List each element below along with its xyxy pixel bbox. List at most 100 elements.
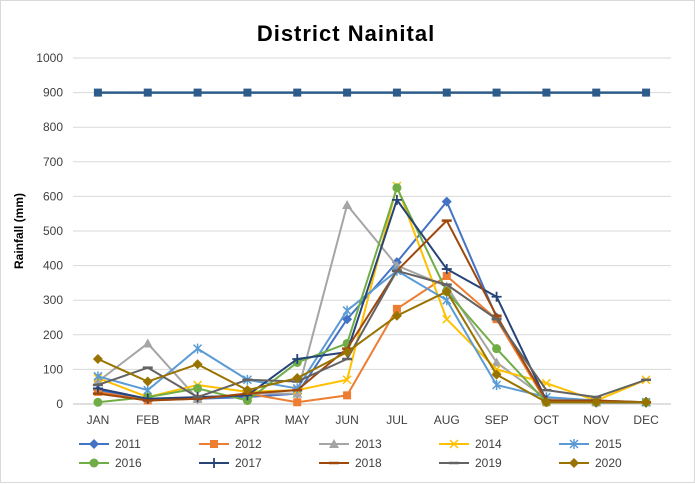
legend-item-2020: 2020: [559, 456, 622, 470]
series-2020: [92, 286, 652, 408]
series-group: [92, 88, 652, 408]
data-point: [93, 371, 103, 382]
data-point: [491, 369, 502, 380]
x-tick-label: JUN: [335, 413, 358, 427]
data-point: [192, 359, 203, 370]
data-point: [89, 458, 99, 468]
data-point: [342, 200, 353, 210]
legend-item-2013: 2013: [319, 437, 382, 451]
legend-item-2011: 2011: [79, 437, 141, 451]
legend-item-2018: 2018: [319, 456, 382, 470]
legend-label: 2014: [475, 437, 502, 451]
data-point: [293, 88, 302, 97]
series-line: [97, 204, 647, 404]
data-point: [193, 88, 202, 97]
data-point: [143, 88, 152, 97]
data-point: [491, 357, 502, 367]
data-point: [492, 88, 501, 97]
data-point: [392, 88, 401, 97]
legend-label: 2020: [595, 456, 622, 470]
x-tick-label: OCT: [534, 413, 560, 427]
x-tick-label: JAN: [87, 413, 110, 427]
x-tick-label: AUG: [434, 413, 460, 427]
legend-label: 2017: [235, 456, 262, 470]
y-tick-label: 900: [43, 86, 63, 100]
data-point: [193, 383, 203, 393]
y-tick-label: 600: [43, 189, 63, 203]
x-tick-label: APR: [235, 413, 260, 427]
data-point: [441, 264, 452, 275]
y-tick-label: 1000: [36, 51, 63, 65]
data-point: [342, 314, 353, 325]
legend-item-2017: 2017: [199, 456, 262, 470]
data-point: [492, 379, 502, 390]
x-tick-label: NOV: [583, 413, 609, 427]
legend-item-2019: 2019: [439, 456, 502, 470]
x-tick-label: SEP: [485, 413, 509, 427]
legend-label: 2011: [115, 437, 141, 451]
x-tick-label: FEB: [136, 413, 159, 427]
series-line: [97, 185, 647, 402]
data-point: [243, 88, 252, 97]
data-point: [391, 310, 402, 321]
data-point: [93, 397, 103, 407]
series-line: [97, 219, 647, 404]
data-point: [442, 271, 451, 280]
series-line: [97, 290, 647, 404]
data-point: [242, 385, 253, 396]
data-point: [442, 88, 451, 97]
data-point: [342, 375, 352, 385]
data-point: [210, 440, 218, 448]
data-point: [642, 88, 651, 97]
legend-item-2015: 2015: [559, 437, 622, 451]
y-tick-label: 300: [43, 293, 63, 307]
y-tick-label: 100: [43, 362, 63, 376]
y-axis-label: Rainfall (mm): [12, 193, 26, 269]
data-point: [193, 343, 203, 354]
data-point: [569, 458, 579, 468]
series-line: [97, 200, 647, 404]
data-point: [209, 458, 219, 468]
data-point: [343, 88, 352, 97]
legend-item-2012: 2012: [199, 437, 262, 451]
x-tick-label: MAR: [184, 413, 211, 427]
legend-label: 2018: [355, 456, 382, 470]
data-point: [329, 439, 339, 448]
data-point: [592, 88, 601, 97]
data-point: [591, 397, 602, 408]
series-line: [97, 269, 647, 404]
data-point: [392, 183, 402, 193]
legend-label: 2016: [115, 456, 142, 470]
data-point: [641, 397, 652, 408]
y-tick-label: 700: [43, 155, 63, 169]
y-tick-label: 200: [43, 328, 63, 342]
legend-label: 2019: [475, 456, 502, 470]
data-point: [391, 194, 402, 205]
gridlines: [73, 57, 671, 370]
reference-line: [93, 88, 651, 97]
x-tick-label: JUL: [386, 413, 408, 427]
data-point: [441, 286, 452, 297]
data-point: [542, 88, 551, 97]
data-point: [142, 338, 153, 348]
data-point: [342, 347, 353, 358]
data-point: [93, 88, 102, 97]
x-tick-label: DEC: [633, 413, 659, 427]
series-line: [97, 274, 647, 404]
chart-title: District Nainital: [257, 21, 435, 46]
data-point: [392, 304, 401, 313]
data-point: [492, 344, 502, 354]
data-point: [541, 397, 552, 408]
y-tick-label: 800: [43, 120, 63, 134]
data-point: [449, 439, 459, 449]
legend-item-2016: 2016: [79, 456, 142, 470]
legend-label: 2015: [595, 437, 622, 451]
x-tick-label: MAY: [285, 413, 310, 427]
legend-label: 2013: [355, 437, 382, 451]
y-tick-label: 500: [43, 224, 63, 238]
legend-label: 2012: [235, 437, 262, 451]
y-tick-label: 400: [43, 259, 63, 273]
data-point: [343, 391, 352, 400]
data-point: [491, 291, 502, 302]
